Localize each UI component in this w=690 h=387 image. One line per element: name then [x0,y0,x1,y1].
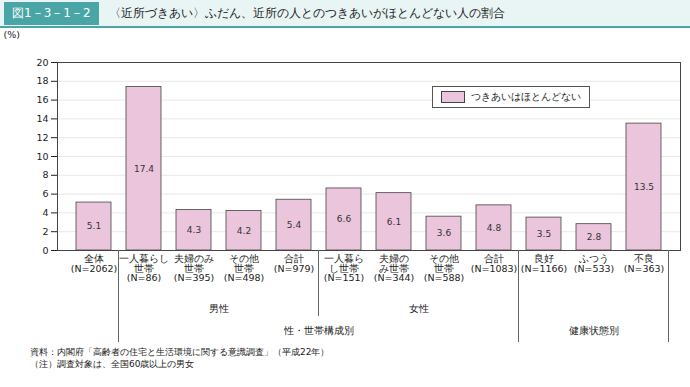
svg-text:夫婦のみ世帯(N=344): 夫婦のみ世帯(N=344) [374,253,415,283]
svg-text:女性: 女性 [409,303,429,314]
svg-text:合計(N=1083): 合計(N=1083) [471,253,518,274]
svg-text:3.5: 3.5 [537,229,551,239]
svg-text:その他世帯(N=498): その他世帯(N=498) [224,253,265,283]
svg-text:(%): (%) [4,29,20,40]
svg-text:20: 20 [36,57,48,68]
svg-text:2: 2 [42,226,48,237]
svg-text:8: 8 [42,169,48,180]
svg-text:18: 18 [36,75,48,86]
svg-text:健康状態別: 健康状態別 [569,325,619,336]
svg-text:17.4: 17.4 [134,164,154,174]
svg-text:5.1: 5.1 [87,221,101,231]
svg-text:5.4: 5.4 [287,220,302,230]
svg-text:合計(N=979): 合計(N=979) [274,253,315,274]
svg-text:13.5: 13.5 [634,182,654,192]
svg-text:夫婦のみ世帯(N=395): 夫婦のみ世帯(N=395) [174,253,215,283]
svg-text:6.1: 6.1 [387,217,401,227]
svg-text:4: 4 [42,207,48,218]
svg-text:14: 14 [36,113,48,124]
svg-text:一人暮らし世帯(N=86): 一人暮らし世帯(N=86) [119,253,169,283]
html-text:図1－3－1－2: 図1－3－1－2 [12,5,91,20]
svg-text:10: 10 [36,151,48,162]
svg-text:12: 12 [36,132,48,143]
svg-text:男性: 男性 [209,303,229,314]
svg-text:6.6: 6.6 [337,214,352,224]
svg-text:不良(N=363): 不良(N=363) [624,253,665,274]
html-text:（注）調査対象は、全国60歳以上の男女: （注）調査対象は、全国60歳以上の男女 [30,359,195,369]
svg-text:4.3: 4.3 [187,225,201,235]
svg-text:一人暮らし世帯(N=151): 一人暮らし世帯(N=151) [324,253,365,283]
svg-text:16: 16 [36,94,48,105]
svg-text:4.2: 4.2 [237,226,251,236]
svg-text:6: 6 [42,188,48,199]
svg-text:その他世帯(N=588): その他世帯(N=588) [424,253,465,283]
html-text:つきあいはほとんどない: つきあいはほとんどない [471,91,581,102]
svg-text:4.8: 4.8 [487,223,502,233]
svg-text:ふつう(N=533): ふつう(N=533) [574,253,615,274]
svg-text:2.8: 2.8 [587,232,602,242]
svg-text:良好(N=1166): 良好(N=1166) [521,253,568,274]
svg-text:全体(N=2062): 全体(N=2062) [71,253,118,274]
svg-text:性・世帯構成別: 性・世帯構成別 [283,325,354,336]
svg-text:0: 0 [42,245,48,256]
html-text:資料：内閣府「高齢者の住宅と生活環境に関する意識調査」（平成: 資料：内閣府「高齢者の住宅と生活環境に関する意識調査」（平成22年） [30,347,330,357]
svg-text:3.6: 3.6 [437,228,452,238]
html-text:〈近所づきあい〉ふだん、近所の人とのつきあいがほとんどない人: 〈近所づきあい〉ふだん、近所の人とのつきあいがほとんどない人の割合 [108,5,505,20]
